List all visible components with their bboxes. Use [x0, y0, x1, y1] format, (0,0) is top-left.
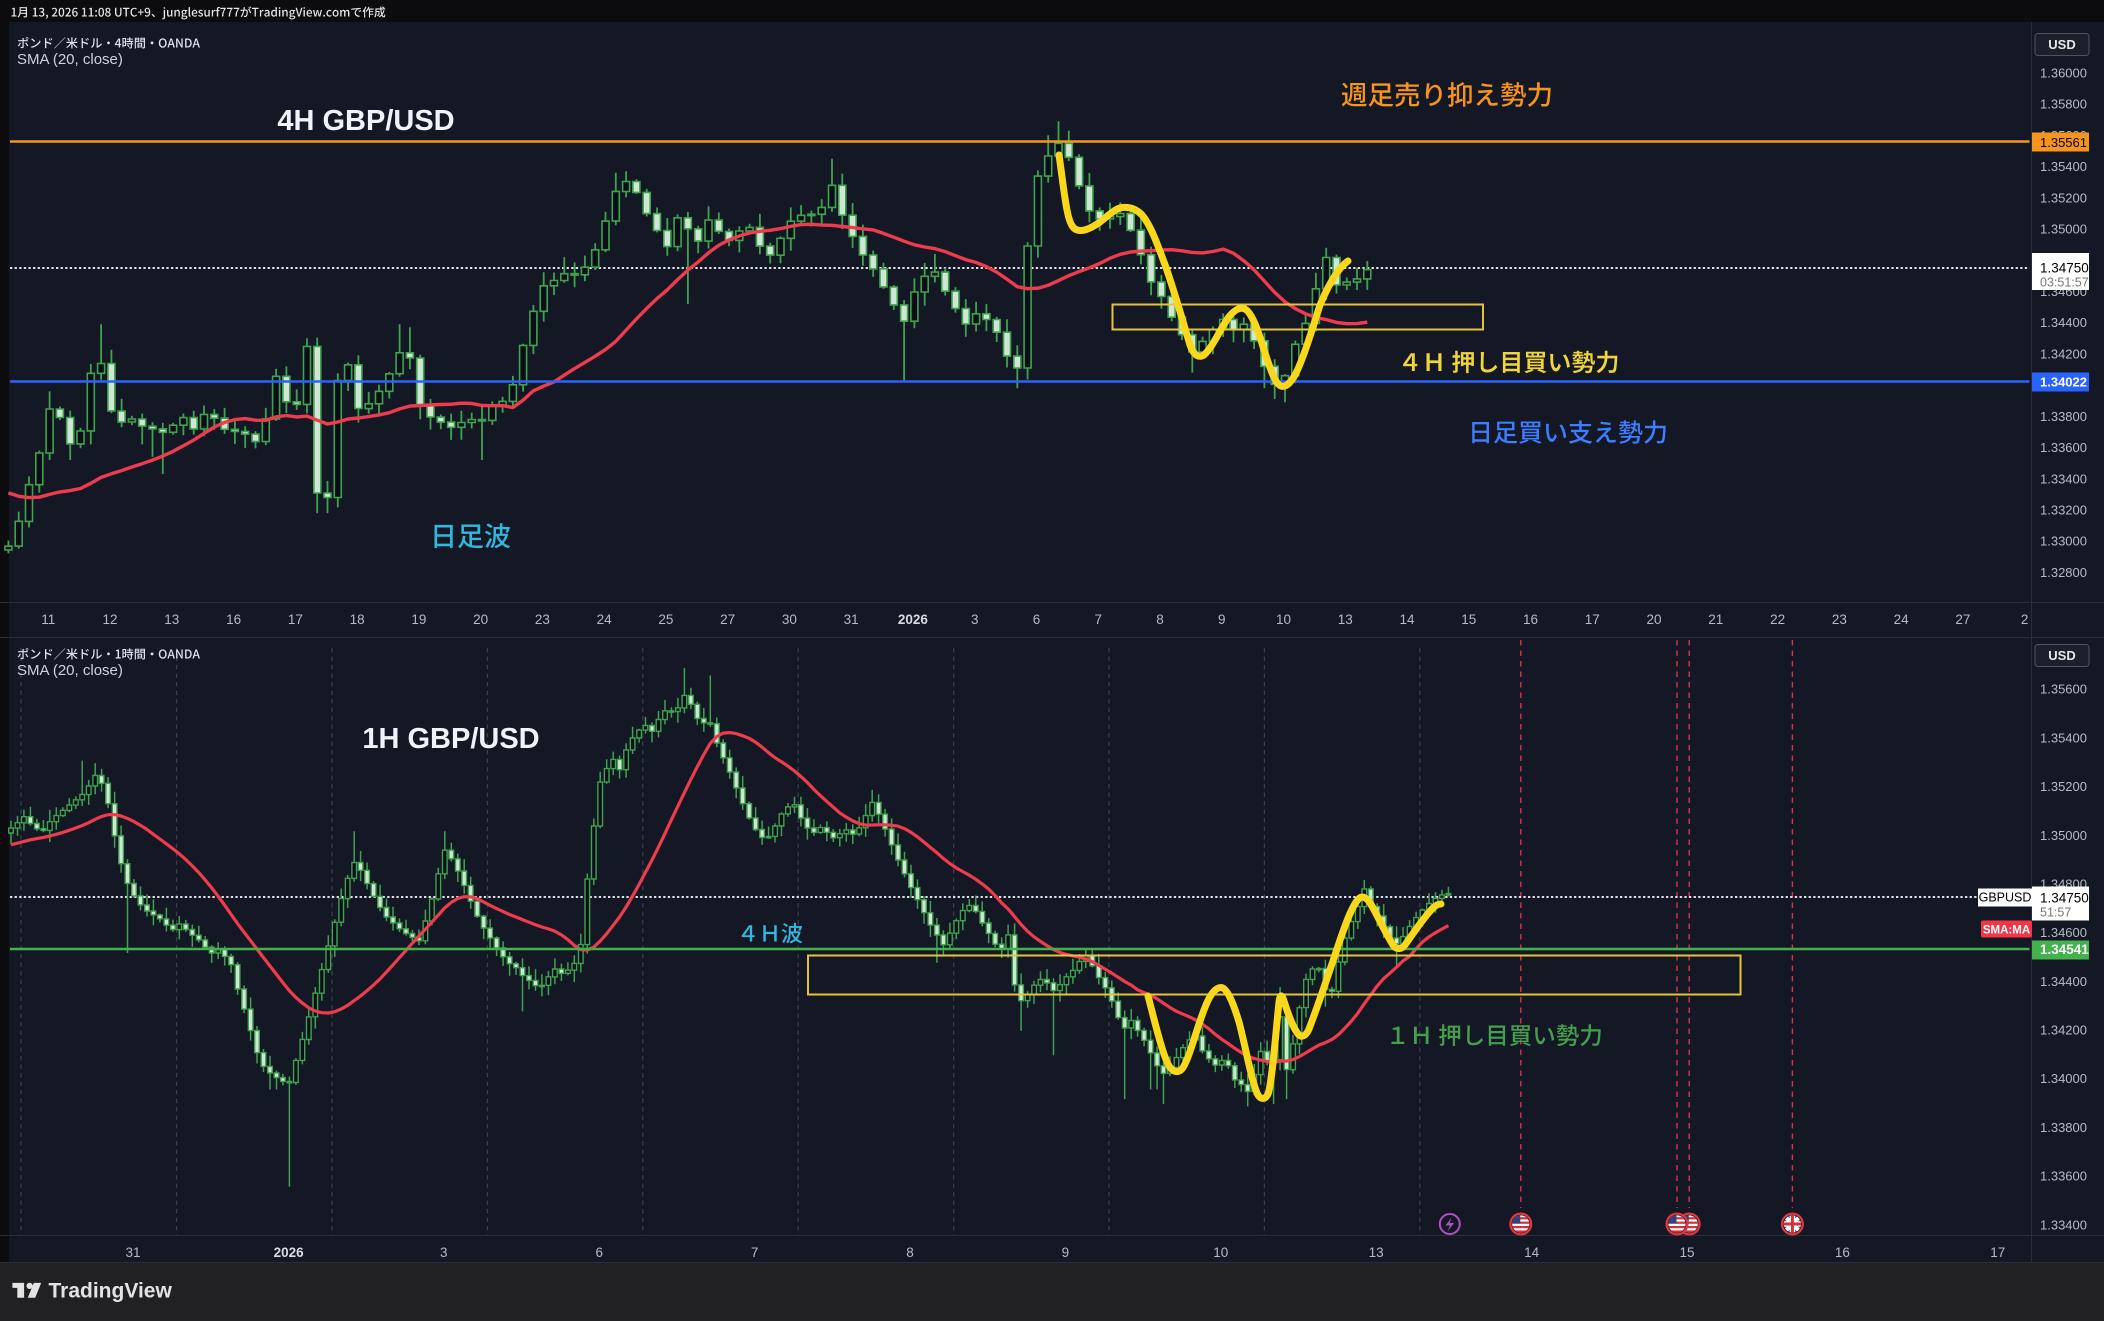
- svg-text:16: 16: [226, 612, 241, 627]
- svg-text:1.34541: 1.34541: [2040, 942, 2089, 957]
- svg-text:10: 10: [1213, 1245, 1228, 1260]
- svg-text:1.33000: 1.33000: [2040, 534, 2087, 549]
- svg-text:1.35200: 1.35200: [2040, 190, 2087, 205]
- svg-text:31: 31: [844, 612, 859, 627]
- svg-text:TradingView: TradingView: [49, 1280, 173, 1303]
- svg-text:1.33600: 1.33600: [2040, 1169, 2087, 1184]
- svg-text:16: 16: [1835, 1245, 1850, 1260]
- svg-text:9: 9: [1218, 612, 1226, 627]
- svg-text:1.34750: 1.34750: [2040, 891, 2089, 906]
- svg-text:14: 14: [1524, 1245, 1540, 1260]
- svg-text:31: 31: [125, 1245, 140, 1260]
- svg-text:GBPUSD: GBPUSD: [1979, 891, 2032, 905]
- svg-text:3: 3: [440, 1245, 448, 1260]
- svg-text:6: 6: [1033, 612, 1041, 627]
- svg-text:16: 16: [1523, 612, 1538, 627]
- svg-text:1.35561: 1.35561: [2040, 135, 2087, 150]
- svg-text:1.35600: 1.35600: [2040, 682, 2087, 697]
- svg-text:03:51:57: 03:51:57: [2040, 276, 2089, 290]
- svg-text:4H GBP/USD: 4H GBP/USD: [277, 105, 454, 137]
- svg-text:7: 7: [1094, 612, 1102, 627]
- svg-text:15: 15: [1461, 612, 1476, 627]
- svg-text:19: 19: [411, 612, 426, 627]
- svg-text:USD: USD: [2048, 37, 2075, 52]
- svg-text:1.32800: 1.32800: [2040, 565, 2087, 580]
- svg-text:24: 24: [597, 612, 613, 627]
- svg-text:1.35400: 1.35400: [2040, 159, 2087, 174]
- svg-text:1.33800: 1.33800: [2040, 409, 2087, 424]
- svg-text:1.33800: 1.33800: [2040, 1120, 2087, 1135]
- svg-text:1.33600: 1.33600: [2040, 440, 2087, 455]
- svg-text:27: 27: [720, 612, 735, 627]
- svg-text:10: 10: [1276, 612, 1291, 627]
- svg-text:SMA (20, close): SMA (20, close): [17, 662, 123, 679]
- svg-text:USD: USD: [2048, 648, 2075, 663]
- svg-text:1.34400: 1.34400: [2040, 974, 2087, 989]
- svg-text:1.34200: 1.34200: [2040, 346, 2087, 361]
- svg-text:20: 20: [1647, 612, 1662, 627]
- svg-text:23: 23: [535, 612, 550, 627]
- svg-text:1.34600: 1.34600: [2040, 925, 2087, 940]
- svg-text:11: 11: [41, 612, 55, 627]
- svg-text:25: 25: [658, 612, 673, 627]
- svg-text:1.35800: 1.35800: [2040, 97, 2087, 112]
- svg-text:7: 7: [751, 1245, 759, 1260]
- svg-text:13: 13: [1338, 612, 1353, 627]
- svg-text:12: 12: [103, 612, 118, 627]
- svg-text:17: 17: [1585, 612, 1600, 627]
- svg-text:1.33400: 1.33400: [2040, 1217, 2087, 1232]
- svg-text:30: 30: [782, 612, 797, 627]
- svg-text:1.33400: 1.33400: [2040, 471, 2087, 486]
- svg-text:13: 13: [1369, 1245, 1384, 1260]
- svg-text:2: 2: [2021, 612, 2029, 627]
- svg-text:1.35400: 1.35400: [2040, 730, 2087, 745]
- svg-text:22: 22: [1770, 612, 1785, 627]
- svg-text:2026: 2026: [274, 1245, 305, 1260]
- svg-text:51:57: 51:57: [2040, 906, 2071, 920]
- svg-text:17: 17: [1990, 1245, 2005, 1260]
- svg-text:SMA:MA: SMA:MA: [1983, 925, 2030, 937]
- svg-text:20: 20: [473, 612, 488, 627]
- svg-text:1.35000: 1.35000: [2040, 222, 2087, 237]
- svg-text:8: 8: [1156, 612, 1164, 627]
- svg-text:2026: 2026: [898, 612, 929, 627]
- svg-text:17: 17: [288, 612, 303, 627]
- svg-text:1.35000: 1.35000: [2040, 828, 2087, 843]
- svg-text:1H GBP/USD: 1H GBP/USD: [362, 723, 539, 755]
- svg-text:1.34022: 1.34022: [2040, 375, 2087, 390]
- svg-text:1.33200: 1.33200: [2040, 503, 2087, 518]
- svg-text:SMA (20, close): SMA (20, close): [17, 51, 123, 68]
- svg-text:23: 23: [1832, 612, 1847, 627]
- svg-text:21: 21: [1708, 612, 1723, 627]
- svg-text:1.34000: 1.34000: [2040, 1071, 2087, 1086]
- svg-text:3: 3: [971, 612, 979, 627]
- svg-text:9: 9: [1062, 1245, 1070, 1260]
- svg-text:18: 18: [350, 612, 365, 627]
- svg-text:24: 24: [1894, 612, 1910, 627]
- svg-text:27: 27: [1955, 612, 1970, 627]
- svg-text:1.34400: 1.34400: [2040, 315, 2087, 330]
- svg-text:6: 6: [595, 1245, 603, 1260]
- svg-text:1.34750: 1.34750: [2040, 261, 2089, 276]
- svg-text:15: 15: [1679, 1245, 1694, 1260]
- svg-text:13: 13: [164, 612, 179, 627]
- svg-text:1.36000: 1.36000: [2040, 65, 2087, 80]
- svg-text:1.34200: 1.34200: [2040, 1023, 2087, 1038]
- svg-text:1.35200: 1.35200: [2040, 779, 2087, 794]
- svg-text:8: 8: [906, 1245, 914, 1260]
- svg-text:14: 14: [1400, 612, 1416, 627]
